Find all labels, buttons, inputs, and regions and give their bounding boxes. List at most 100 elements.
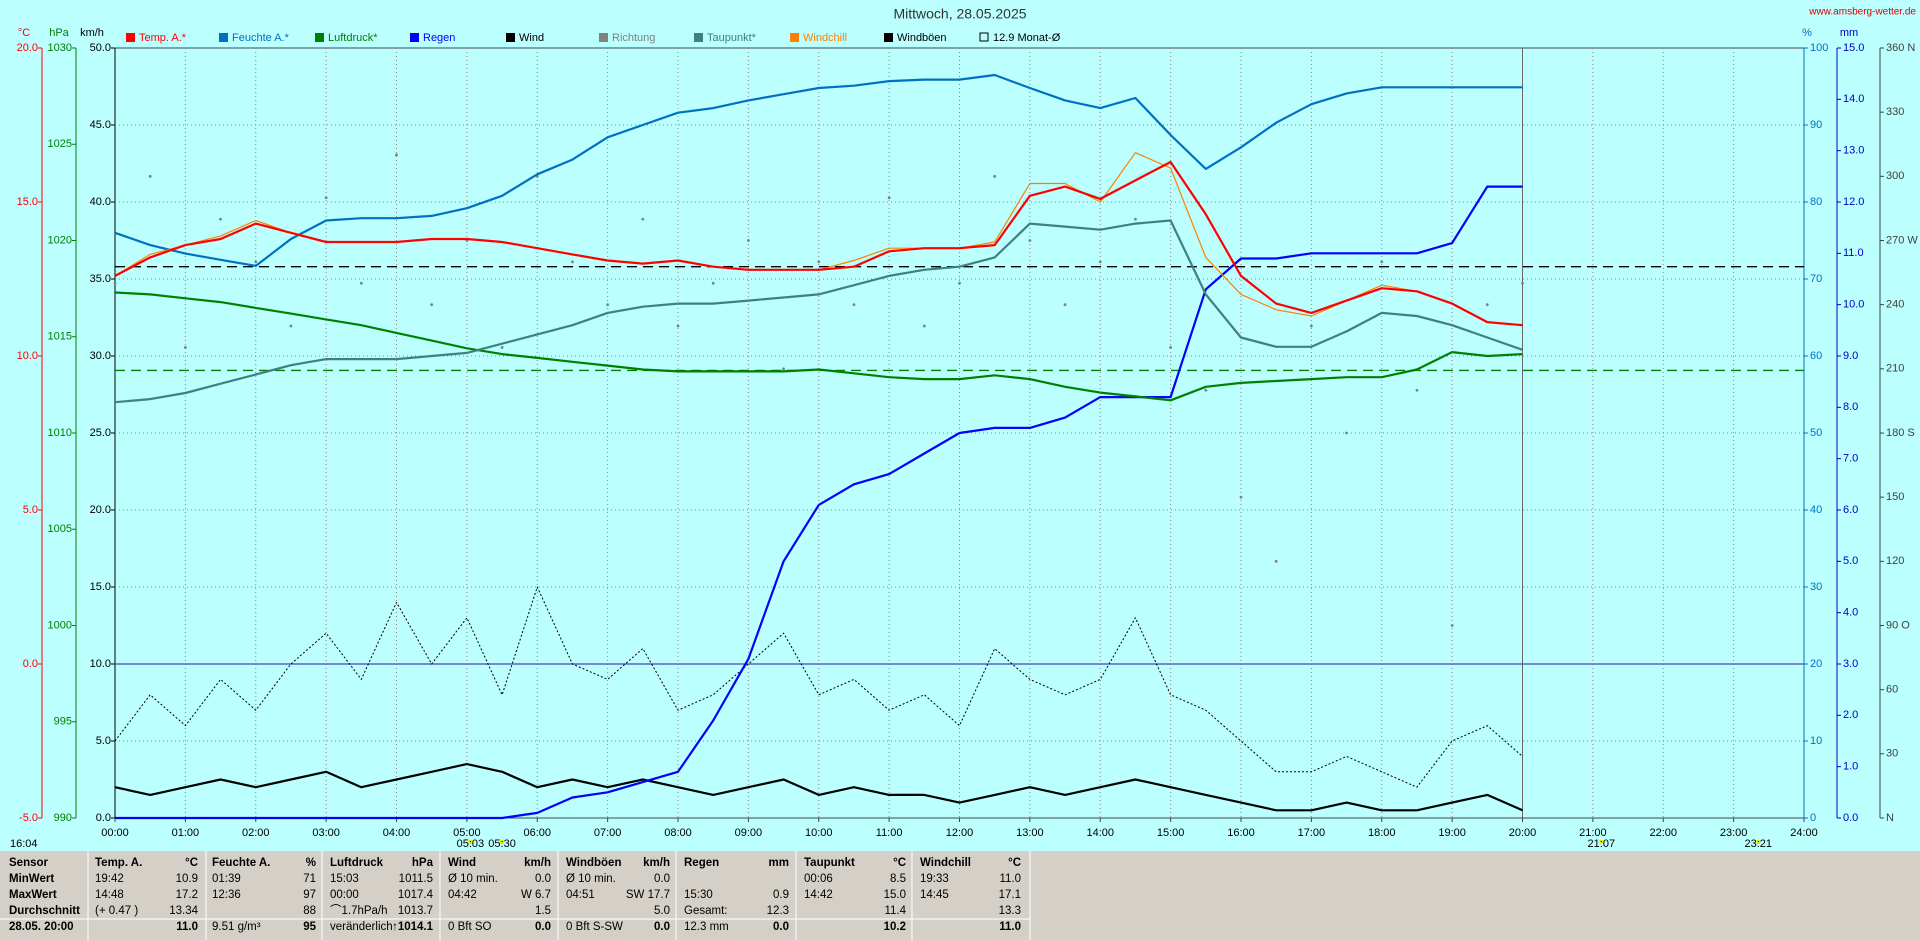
y-tick-label: 330 — [1886, 106, 1904, 118]
y-tick-label: 12.0 — [1843, 196, 1864, 208]
table-header: Luftdruck — [330, 857, 384, 869]
legend-label: Taupunkt* — [707, 32, 757, 44]
y-tick-label: 1000 — [48, 619, 72, 631]
y-tick-label: 100 — [1810, 42, 1828, 54]
direction-dot — [746, 239, 750, 242]
y-tick-label: 1010 — [48, 427, 72, 439]
direction-dot — [254, 260, 258, 264]
direction-dot — [711, 281, 715, 285]
table-cell: W 6.7 — [521, 889, 551, 901]
y-tick-label: 15.0 — [90, 581, 111, 593]
table-cell: 1011.5 — [399, 873, 433, 885]
table-header: Wind — [448, 857, 476, 869]
table-cell: ⌒1.7hPa/h — [330, 904, 388, 917]
table-cell: Ø 10 min. — [566, 873, 616, 885]
time-marker — [468, 840, 473, 844]
y-tick-label: 10.0 — [1843, 299, 1864, 311]
axis-unit: km/h — [80, 27, 104, 39]
legend-label: Regen — [423, 32, 455, 44]
table-header: Taupunkt — [804, 857, 855, 869]
table-cell: 04:42 — [448, 889, 477, 901]
table-cell: ↑1014.1 — [392, 921, 434, 933]
table-header: % — [306, 857, 316, 869]
direction-dot — [817, 260, 821, 264]
series-line — [114, 160, 1523, 327]
table-cell: 11.0 — [176, 921, 198, 933]
y-tick-label: 45.0 — [90, 119, 111, 131]
table-header: °C — [1008, 857, 1021, 869]
legend-label: 12.9 Monat-Ø — [993, 32, 1061, 44]
table-cell: 0 Bft SO — [448, 921, 492, 933]
y-tick-label: 40.0 — [90, 196, 111, 208]
y-tick-label: 4.0 — [1843, 607, 1858, 619]
y-tick-label: 10 — [1810, 735, 1822, 747]
x-tick-label: 08:00 — [664, 827, 692, 839]
x-tick-label: 20:00 — [1509, 827, 1537, 839]
direction-dot — [676, 324, 680, 328]
direction-dot — [641, 217, 645, 221]
x-tick-label: 06:00 — [523, 827, 551, 839]
y-tick-label: 1025 — [48, 138, 72, 150]
chart: Mittwoch, 28.05.2025 www.amsberg-wetter.… — [10, 6, 1918, 850]
y-tick-label: 300 — [1886, 170, 1904, 182]
table-cell: 15:03 — [330, 873, 359, 885]
legend-label: Luftdruck* — [328, 32, 378, 44]
table-cell: 1.5 — [535, 905, 551, 917]
table-header: Temp. A. — [95, 857, 142, 869]
direction-dot — [1098, 260, 1102, 264]
table-cell: 12:36 — [212, 889, 241, 901]
table-cell: 0.9 — [773, 889, 789, 901]
y-tick-label: 13.0 — [1843, 145, 1864, 157]
table-cell: 12.3 mm — [684, 921, 729, 933]
direction-dot — [219, 217, 222, 221]
table-cell: 17.1 — [999, 889, 1021, 901]
table-header: km/h — [643, 857, 670, 869]
table-header: mm — [769, 857, 789, 869]
table-header: hPa — [412, 857, 434, 869]
y-tick-label: 360 N — [1886, 42, 1915, 54]
table-cell: 13.3 — [999, 905, 1021, 917]
series-line — [114, 73, 1523, 267]
axis-unit: °C — [18, 27, 30, 39]
legend-swatch — [694, 33, 703, 42]
x-tick-label: 13:00 — [1016, 827, 1044, 839]
table-cell: 19:33 — [920, 873, 949, 885]
x-tick-label: 03:00 — [312, 827, 340, 839]
table-cell: MaxWert — [9, 889, 57, 901]
table-cell: 0.0 — [535, 921, 551, 933]
y-tick-label: 270 W — [1886, 234, 1918, 246]
series-line — [114, 291, 1523, 402]
time-marker — [1599, 840, 1604, 844]
direction-dot — [993, 174, 997, 178]
y-tick-label: 240 — [1886, 299, 1904, 311]
y-tick-label: 1015 — [48, 331, 72, 343]
legend-label: Windchill — [803, 32, 847, 44]
direction-dot — [1450, 624, 1454, 627]
y-tick-label: 20.0 — [17, 42, 38, 54]
direction-dot — [359, 281, 363, 285]
table-cell: 14:48 — [95, 889, 124, 901]
direction-dot — [183, 346, 187, 349]
x-tick-label: 16:00 — [1227, 827, 1255, 839]
table-cell: 0.0 — [535, 873, 551, 885]
table-header: Sensor — [9, 857, 49, 869]
table-header: Windböen — [566, 857, 621, 869]
table-cell: 28.05. 20:00 — [9, 921, 74, 933]
table-cell: Ø 10 min. — [448, 873, 498, 885]
x-tick-label: 24:00 — [1790, 827, 1818, 839]
direction-dot — [1380, 260, 1384, 264]
y-tick-label: 9.0 — [1843, 350, 1858, 362]
direction-dot — [395, 153, 398, 157]
table-cell: veränderlich — [330, 921, 393, 933]
y-tick-label: 10.0 — [17, 350, 38, 362]
y-tick-label: 995 — [54, 716, 72, 728]
table-cell: 10.9 — [176, 873, 198, 885]
x-tick-label: 17:00 — [1298, 827, 1326, 839]
y-tick-label: 5.0 — [1843, 555, 1858, 567]
y-tick-label: 30 — [1886, 748, 1898, 760]
y-tick-label: 25.0 — [90, 427, 111, 439]
y-tick-label: 60 — [1886, 684, 1898, 696]
y-tick-label: 180 S — [1886, 427, 1915, 439]
table-cell: 0 Bft S-SW — [566, 921, 623, 933]
